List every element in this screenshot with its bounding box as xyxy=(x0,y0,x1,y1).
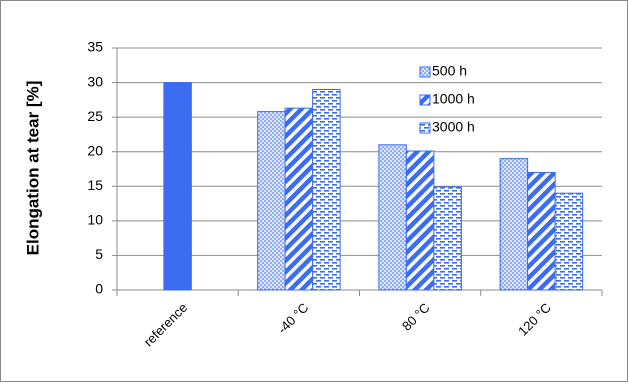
y-tick-label: 5 xyxy=(95,246,103,262)
y-tick-label: 35 xyxy=(87,39,103,55)
x-tick-label: -40 °C xyxy=(275,300,312,337)
x-tick-label: 80 °C xyxy=(399,300,433,334)
legend-label: 500 h xyxy=(432,63,467,79)
bar xyxy=(163,82,192,291)
bar xyxy=(554,192,584,291)
y-tick-label: 10 xyxy=(87,212,103,228)
bar xyxy=(527,171,556,291)
bar xyxy=(284,107,314,291)
bar xyxy=(499,158,529,291)
y-tick-label: 15 xyxy=(87,177,103,193)
y-tick-label: 25 xyxy=(87,108,103,124)
y-tick-label: 0 xyxy=(95,281,103,297)
x-tick-label: 120 °C xyxy=(515,300,554,339)
legend-label: 3000 h xyxy=(432,119,475,135)
y-tick-label: 30 xyxy=(87,73,103,89)
bar xyxy=(433,186,462,291)
bar xyxy=(312,88,341,291)
bar xyxy=(405,150,435,291)
legend-swatch xyxy=(419,94,431,106)
bar xyxy=(378,144,407,291)
legend-label: 1000 h xyxy=(432,91,475,107)
legend-swatch xyxy=(419,66,431,78)
y-axis-label: Elongation at tear [%] xyxy=(23,81,42,256)
x-tick-label: reference xyxy=(141,300,190,349)
y-tick-label: 20 xyxy=(87,142,103,158)
legend-swatch xyxy=(419,122,431,134)
bar xyxy=(257,111,286,291)
